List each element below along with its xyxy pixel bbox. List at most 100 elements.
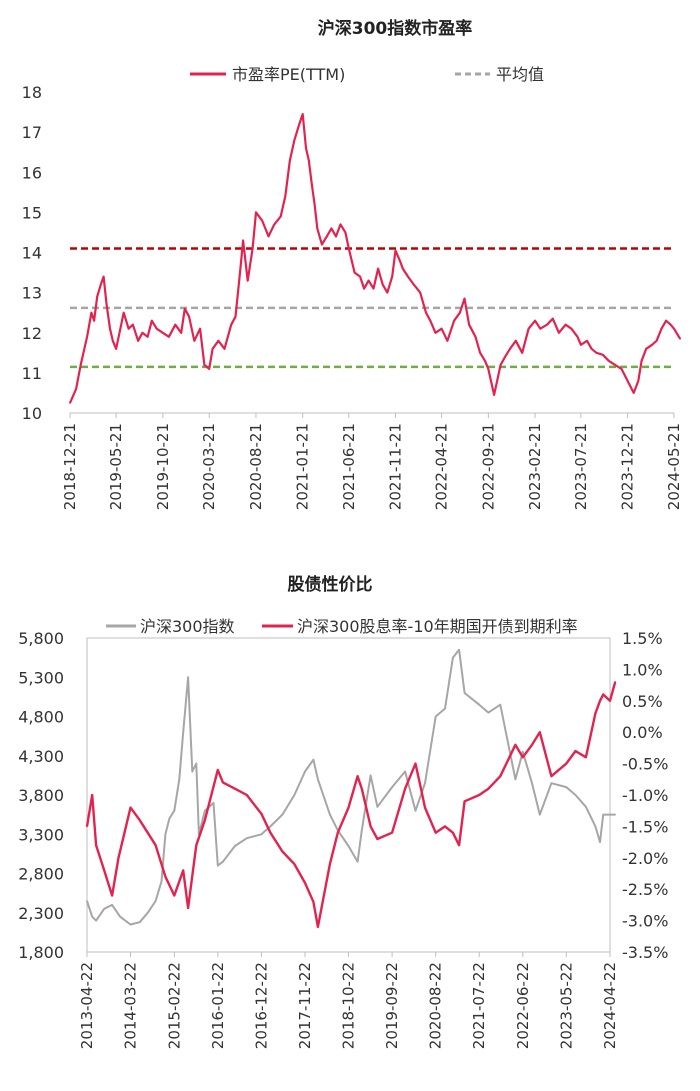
eb-index-point bbox=[119, 915, 121, 918]
pe-data-point bbox=[208, 368, 211, 370]
pe-data-point bbox=[394, 249, 397, 252]
pe-data-point bbox=[298, 123, 301, 125]
pe-data-point bbox=[255, 211, 257, 214]
eb-spread-point bbox=[195, 844, 198, 847]
pe-data-point bbox=[267, 235, 270, 238]
eb-chart-title: 股债性价比 bbox=[288, 574, 373, 595]
eb-index-point bbox=[154, 900, 157, 902]
pe-data-point bbox=[614, 364, 616, 366]
eb-y-tick-label-left: 3,800 bbox=[18, 786, 64, 805]
pe-data-point bbox=[230, 323, 233, 326]
eb-index-point bbox=[138, 921, 141, 923]
eb-index-point bbox=[281, 813, 284, 816]
pe-data-point bbox=[637, 380, 640, 382]
pe-data-point bbox=[316, 227, 319, 230]
pe-data-point bbox=[118, 331, 121, 334]
eb-y-tick-label-left: 5,300 bbox=[18, 668, 64, 687]
eb-spread-point bbox=[312, 900, 315, 903]
eb-x-tick-label: 2015-02-22 bbox=[165, 962, 183, 1049]
pe-data-point bbox=[155, 327, 158, 330]
eb-index-point bbox=[599, 841, 601, 843]
eb-index-point bbox=[91, 915, 94, 918]
pe-data-point bbox=[242, 239, 244, 242]
eb-spread-point bbox=[304, 882, 306, 884]
pe-data-point bbox=[484, 360, 486, 362]
eb-x-tick-label: 2013-04-22 bbox=[78, 962, 96, 1049]
eb-plot-area bbox=[85, 637, 617, 953]
eb-spread-point bbox=[565, 762, 568, 765]
eb-spread-point bbox=[347, 806, 350, 809]
eb-spread-point bbox=[86, 825, 88, 828]
pe-legend-label-1: 平均值 bbox=[496, 65, 544, 84]
pe-data-point bbox=[363, 287, 365, 290]
pe-data-point bbox=[307, 159, 310, 162]
eb-index-point bbox=[539, 813, 541, 816]
pe-data-point bbox=[234, 315, 237, 318]
pe-data-point bbox=[293, 139, 296, 141]
pe-data-point bbox=[132, 323, 134, 326]
eb-x-tick-label: 2018-10-22 bbox=[340, 962, 358, 1049]
eb-y-tick-label-right: 0.0% bbox=[622, 723, 663, 742]
pe-data-point bbox=[509, 348, 511, 350]
pe-data-point bbox=[595, 352, 598, 354]
eb-spread-point bbox=[585, 756, 587, 759]
pe-y-tick-label: 12 bbox=[22, 324, 42, 343]
eb-index-point bbox=[269, 825, 272, 828]
eb-spread-point bbox=[424, 806, 426, 809]
pe-data-point bbox=[372, 287, 375, 290]
pe-data-point bbox=[434, 331, 437, 334]
eb-index-point bbox=[187, 676, 189, 679]
pe-chart-title: 沪深300指数市盈率 bbox=[318, 18, 473, 39]
pe-data-point bbox=[586, 339, 588, 342]
pe-x-tick-label: 2020-08-21 bbox=[247, 423, 265, 510]
eb-index-point bbox=[260, 833, 263, 836]
pe-x-tick-label: 2019-05-21 bbox=[107, 423, 125, 510]
eb-y-ticks-right: -3.5% -3.0% -2.5% -2.0% -1.5% -1.0% -0.5% 0.0% 0… bbox=[622, 629, 668, 962]
eb-index-point bbox=[444, 707, 446, 710]
eb-index-point bbox=[293, 794, 296, 796]
pe-data-point bbox=[261, 219, 263, 222]
pe-x-tick-label: 2020-03-21 bbox=[200, 423, 218, 510]
eb-y-tick-label-left: 4,300 bbox=[18, 747, 64, 766]
pe-data-point bbox=[446, 339, 449, 342]
eb-index-point bbox=[602, 813, 605, 816]
eb-spread-point bbox=[281, 850, 284, 853]
eb-index-point bbox=[178, 778, 181, 781]
pe-data-point bbox=[632, 392, 635, 394]
eb-spread-point bbox=[550, 775, 553, 777]
eb-y-tick-label-left: 2,800 bbox=[18, 865, 64, 884]
pe-x-tick-label: 2021-01-21 bbox=[294, 423, 312, 510]
eb-spread-point bbox=[103, 869, 105, 872]
eb-spread-point bbox=[217, 769, 219, 771]
pe-data-point bbox=[527, 327, 530, 330]
eb-legend-label-0: 沪深300指数 bbox=[140, 617, 235, 636]
eb-index-point bbox=[434, 715, 437, 718]
pe-data-point bbox=[93, 319, 95, 322]
pe-data-point bbox=[203, 364, 206, 366]
eb-index-line bbox=[86, 648, 616, 926]
pe-data-point bbox=[79, 364, 82, 366]
pe-data-point bbox=[546, 323, 548, 326]
eb-spread-point bbox=[609, 700, 611, 702]
eb-index-point bbox=[103, 908, 105, 910]
pe-data-point bbox=[425, 311, 427, 314]
pe-y-tick-label: 10 bbox=[22, 404, 42, 423]
eb-x-tick-label: 2017-11-22 bbox=[296, 962, 314, 1049]
pe-data-point bbox=[468, 323, 470, 326]
eb-y-tick-label-left: 5,800 bbox=[18, 629, 64, 648]
pe-data-point bbox=[146, 335, 149, 338]
eb-y-tick-label-right: -1.5% bbox=[622, 817, 668, 836]
eb-index-point bbox=[217, 864, 219, 867]
eb-index-point bbox=[458, 648, 460, 651]
eb-index-point bbox=[594, 825, 597, 828]
eb-index-point bbox=[609, 813, 611, 816]
eb-spread-point bbox=[222, 781, 224, 784]
eb-index-point bbox=[614, 813, 617, 816]
pe-data-point bbox=[359, 275, 361, 278]
eb-index-point bbox=[312, 758, 315, 761]
eb-spread-point bbox=[404, 787, 406, 790]
eb-index-point bbox=[404, 770, 406, 773]
pe-data-point bbox=[440, 327, 443, 330]
eb-spread-point bbox=[269, 831, 272, 834]
pe-y-tick-label: 11 bbox=[22, 364, 42, 383]
